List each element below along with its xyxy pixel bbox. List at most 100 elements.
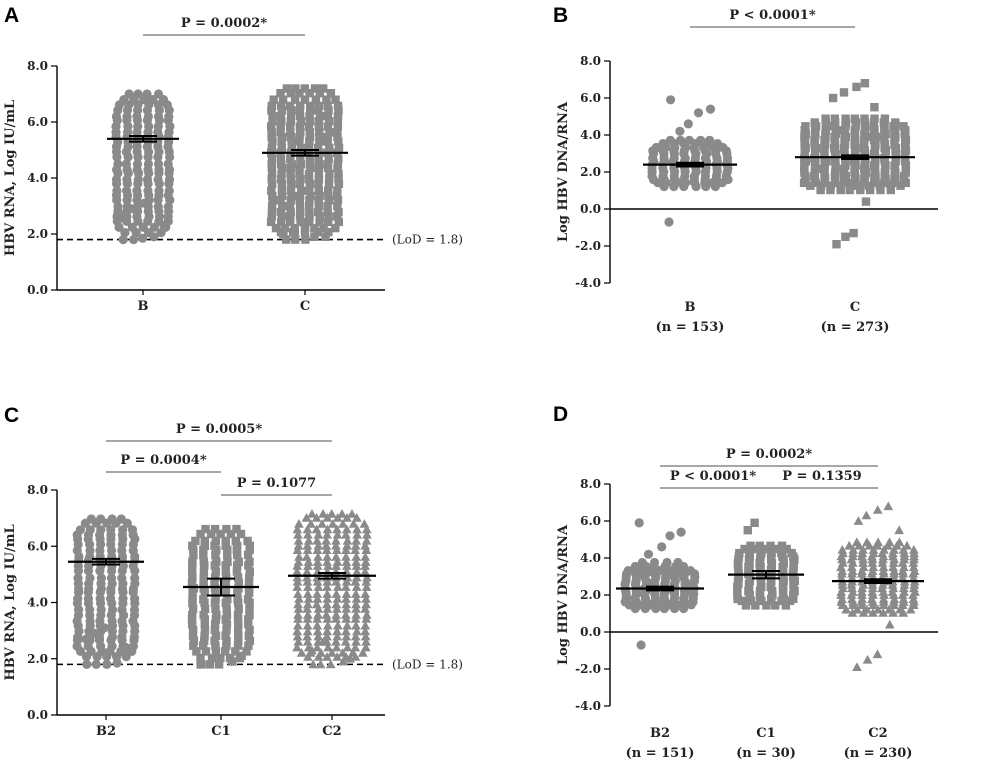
y-tick-label: 2.0 (27, 227, 48, 241)
data-point (305, 154, 315, 164)
data-point (304, 122, 314, 131)
data-point (673, 557, 683, 568)
data-point (303, 529, 313, 539)
data-point (322, 626, 332, 636)
data-point (286, 111, 296, 121)
data-point (301, 513, 312, 522)
data-point (211, 631, 221, 640)
data-point (852, 662, 862, 671)
data-point (300, 95, 310, 104)
data-point (305, 111, 314, 121)
data-point (286, 186, 296, 195)
data-point (828, 93, 838, 103)
data-point (860, 79, 870, 88)
data-point (302, 524, 313, 534)
data-point (211, 595, 220, 604)
data-point (333, 117, 343, 126)
data-point (222, 573, 231, 582)
data-point (850, 178, 859, 188)
data-point (851, 537, 862, 547)
p-value-label: P < 0.0001* (729, 8, 815, 23)
data-point (665, 135, 676, 145)
data-point (777, 541, 787, 550)
data-point (214, 660, 224, 669)
data-point (323, 132, 332, 142)
data-point (223, 557, 232, 567)
data-point (221, 541, 230, 550)
data-point (315, 111, 325, 121)
data-point (312, 589, 322, 598)
data-point (831, 178, 840, 188)
y-tick-label: -4.0 (575, 276, 601, 290)
data-point (735, 548, 744, 558)
data-point (310, 84, 320, 93)
data-point (860, 178, 869, 188)
data-point (322, 604, 333, 613)
data-point (282, 235, 291, 244)
data-point (321, 610, 332, 619)
series-C1 (733, 518, 799, 610)
data-point (221, 584, 231, 593)
data-point (118, 212, 128, 222)
data-point (705, 104, 716, 114)
data-point (124, 89, 134, 99)
data-point (199, 611, 208, 620)
data-point (210, 625, 220, 635)
category-label: C (850, 300, 860, 315)
data-point (268, 137, 277, 146)
data-point (296, 175, 305, 184)
data-point (341, 589, 352, 598)
data-point (321, 232, 330, 241)
data-point (312, 620, 323, 630)
data-point (333, 212, 342, 221)
data-point (342, 513, 352, 522)
data-point (242, 647, 251, 656)
data-point (199, 557, 208, 567)
data-point (352, 513, 362, 522)
data-point (334, 169, 343, 179)
data-point (884, 537, 895, 547)
data-point (163, 159, 173, 169)
data-point (292, 626, 303, 636)
data-point (311, 95, 321, 104)
data-point (841, 604, 851, 614)
data-point (107, 514, 117, 524)
data-point (341, 552, 351, 561)
data-point (269, 95, 278, 104)
data-point (303, 610, 313, 619)
data-point (267, 122, 276, 131)
data-point (267, 160, 276, 169)
data-point (302, 540, 313, 550)
data-point (322, 552, 332, 561)
data-point (233, 641, 243, 650)
data-point (307, 509, 317, 518)
data-point (787, 548, 796, 558)
data-point (323, 137, 332, 146)
data-point (866, 185, 875, 195)
data-point (333, 132, 342, 142)
data-point (293, 599, 303, 609)
data-point (305, 89, 314, 98)
data-point (222, 620, 232, 629)
data-point (311, 524, 322, 534)
data-point (870, 103, 879, 112)
data-point (302, 631, 313, 641)
data-point (121, 159, 131, 169)
data-point (312, 594, 323, 603)
data-point (278, 201, 287, 211)
data-point (133, 89, 143, 99)
data-point (665, 531, 675, 541)
data-point (292, 582, 303, 591)
data-point (337, 509, 347, 518)
data-point (862, 537, 872, 547)
data-point (296, 160, 306, 169)
data-point (212, 557, 221, 567)
y-tick-label: 6.0 (27, 539, 48, 553)
data-point (899, 122, 908, 131)
category-n-label: (n = 153) (656, 320, 725, 335)
data-point (188, 625, 198, 635)
series-C2 (836, 501, 920, 671)
data-point (221, 567, 230, 576)
data-point (314, 122, 323, 131)
data-point (234, 604, 243, 614)
